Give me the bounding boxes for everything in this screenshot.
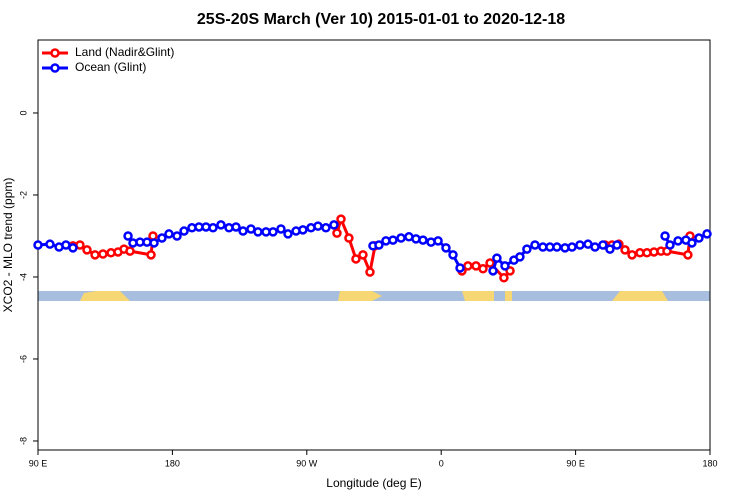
data-point xyxy=(365,267,375,277)
chart-title: 25S-20S March (Ver 10) 2015-01-01 to 202… xyxy=(197,11,565,28)
data-point xyxy=(687,238,697,248)
data-point xyxy=(253,227,263,237)
data-point xyxy=(313,221,323,231)
data-point xyxy=(321,223,331,233)
data-point xyxy=(620,245,630,255)
map-strip xyxy=(38,291,710,301)
legend-marker xyxy=(50,63,60,73)
y-tick-label: 0 xyxy=(18,110,28,115)
data-point xyxy=(665,240,675,250)
data-point xyxy=(499,273,509,283)
data-point xyxy=(374,240,384,250)
data-point xyxy=(157,233,167,243)
data-point xyxy=(485,258,495,268)
y-tick-label: -8 xyxy=(18,437,28,445)
data-point xyxy=(276,224,286,234)
data-point xyxy=(488,266,498,276)
x-tick-label: 90 E xyxy=(29,458,48,468)
data-point xyxy=(172,231,182,241)
data-point xyxy=(522,244,532,254)
data-point xyxy=(82,245,92,255)
y-tick-label: -2 xyxy=(18,191,28,199)
data-point xyxy=(179,226,189,236)
data-point xyxy=(702,229,712,239)
data-point xyxy=(694,233,704,243)
data-point xyxy=(149,238,159,248)
data-point xyxy=(231,222,241,232)
x-axis-label: Longitude (deg E) xyxy=(326,476,421,490)
data-point xyxy=(238,226,248,236)
data-point xyxy=(627,250,637,260)
data-point xyxy=(478,264,488,274)
data-point xyxy=(463,261,473,271)
data-point xyxy=(388,235,398,245)
data-point xyxy=(344,233,354,243)
data-point xyxy=(683,250,693,260)
x-tick-label: 90 W xyxy=(296,458,318,468)
data-point xyxy=(433,236,443,246)
data-point xyxy=(575,240,585,250)
data-point xyxy=(68,243,78,253)
data-point xyxy=(418,235,428,245)
data-point xyxy=(90,250,100,260)
data-point xyxy=(441,243,451,253)
data-point xyxy=(396,233,406,243)
data-point xyxy=(125,246,135,256)
data-point xyxy=(216,220,226,230)
data-point xyxy=(208,223,218,233)
x-tick-label: 180 xyxy=(165,458,180,468)
data-point xyxy=(336,214,346,224)
data-point xyxy=(552,242,562,252)
x-tick-label: 0 xyxy=(439,458,444,468)
data-point xyxy=(605,244,615,254)
data-point xyxy=(567,242,577,252)
data-point xyxy=(492,253,502,263)
x-tick-label: 180 xyxy=(702,458,717,468)
data-point xyxy=(530,240,540,250)
data-point xyxy=(612,240,622,250)
legend-label: Ocean (Glint) xyxy=(75,60,146,74)
legend-marker xyxy=(50,48,60,58)
data-point xyxy=(98,249,108,259)
data-point xyxy=(515,252,525,262)
data-point xyxy=(146,250,156,260)
y-tick-label: -4 xyxy=(18,273,28,281)
data-point xyxy=(351,254,361,264)
data-point xyxy=(329,220,339,230)
data-point xyxy=(45,239,55,249)
x-tick-label: 90 E xyxy=(566,458,585,468)
legend-label: Land (Nadir&Glint) xyxy=(75,45,174,59)
data-point xyxy=(358,250,368,260)
data-point xyxy=(332,228,342,238)
y-axis-label: XCO2 - MLO trend (ppm) xyxy=(1,178,15,313)
data-point xyxy=(123,231,133,241)
data-point xyxy=(448,250,458,260)
y-tick-label: -6 xyxy=(18,355,28,363)
data-point xyxy=(455,263,465,273)
data-point xyxy=(33,240,43,250)
data-point xyxy=(283,229,293,239)
data-point xyxy=(673,236,683,246)
data-point xyxy=(268,227,278,237)
data-point xyxy=(598,240,608,250)
data-point xyxy=(500,261,510,271)
data-point xyxy=(590,242,600,252)
data-point xyxy=(660,231,670,241)
data-point xyxy=(164,229,174,239)
data-point xyxy=(298,225,308,235)
